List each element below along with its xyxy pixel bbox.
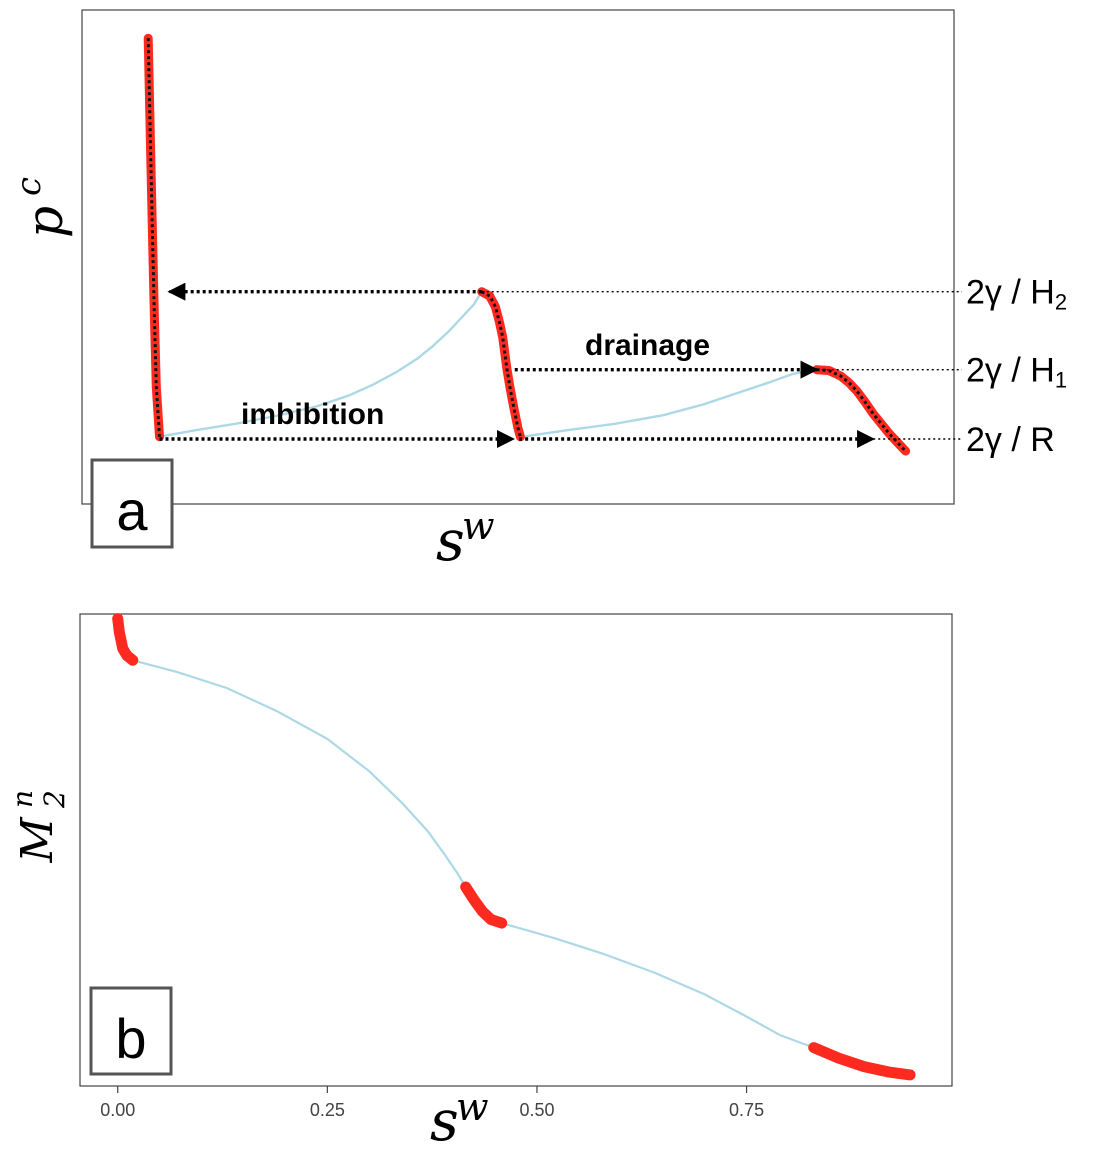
svg-text:w: w [456,1085,489,1129]
panel-a-series-2-dotted-overlay [146,38,161,437]
svg-text:w: w [462,504,495,548]
panel-a-letter: a [116,479,148,542]
panel-b-letter: b [115,1007,146,1070]
reference-label-1: 2γ / H1 [966,352,1067,393]
panel-b-series-0 [131,659,467,889]
panel-a-series-layer [143,33,911,456]
panel-a-series-1 [520,368,818,438]
panel-b-xlabel: s w [430,1085,489,1154]
drainage-label: drainage [585,329,710,362]
reference-label-0: 2γ / H2 [966,274,1067,315]
svg-text:s: s [430,1089,459,1154]
panel-a-arrow-layer [159,282,876,448]
reference-label-2: 2γ / R [966,421,1055,459]
svg-text:M: M [12,817,63,864]
panel-a-series-0 [157,290,483,438]
panel-a-series-3-dotted-overlay [480,290,522,438]
panel-a-letter-box [90,458,174,549]
panel-b-x-axis: 0.00 0.25 0.50 0.75 [100,1086,764,1120]
svg-text:s: s [436,509,465,574]
panel-a-xlabel: s w [436,504,495,574]
panel-a-ylabel: p c [9,177,74,238]
panel-a-series-4 [812,365,911,456]
imbibition-label: imbibition [241,398,384,431]
panel-b-series-4 [808,1042,916,1081]
panel-b-ylabel: M n 2 [6,790,71,864]
panel-b-series-2 [112,613,139,666]
panel-a-reference-layer: 2γ / H2 2γ / H1 2γ / R [481,274,1067,459]
panel-a: 2γ / H2 2γ / H1 2γ / R drainage imbibition… [9,9,1067,574]
svg-text:c: c [9,177,49,196]
panel-b-series-layer [112,613,916,1081]
panel-a-series-4-dotted-overlay [816,368,907,453]
panel-b: 0.00 0.25 0.50 0.75 M n 2 s w b [6,613,953,1154]
x-tick-label-1: 0.25 [310,1100,345,1120]
x-tick-label-3: 0.75 [729,1100,764,1120]
svg-text:n: n [6,790,39,808]
panel-b-letter-box [89,986,173,1076]
svg-text:2: 2 [38,790,71,809]
svg-text:p: p [16,206,74,238]
x-tick-label-0: 0.00 [100,1100,135,1120]
panel-a-plot-frame [81,9,955,505]
x-tick-label-2: 0.50 [519,1100,554,1120]
panel-a-series-3 [477,287,525,442]
panel-b-series-1 [500,922,815,1049]
panel-b-series-3 [460,881,508,929]
panel-b-plot-frame [79,613,953,1087]
